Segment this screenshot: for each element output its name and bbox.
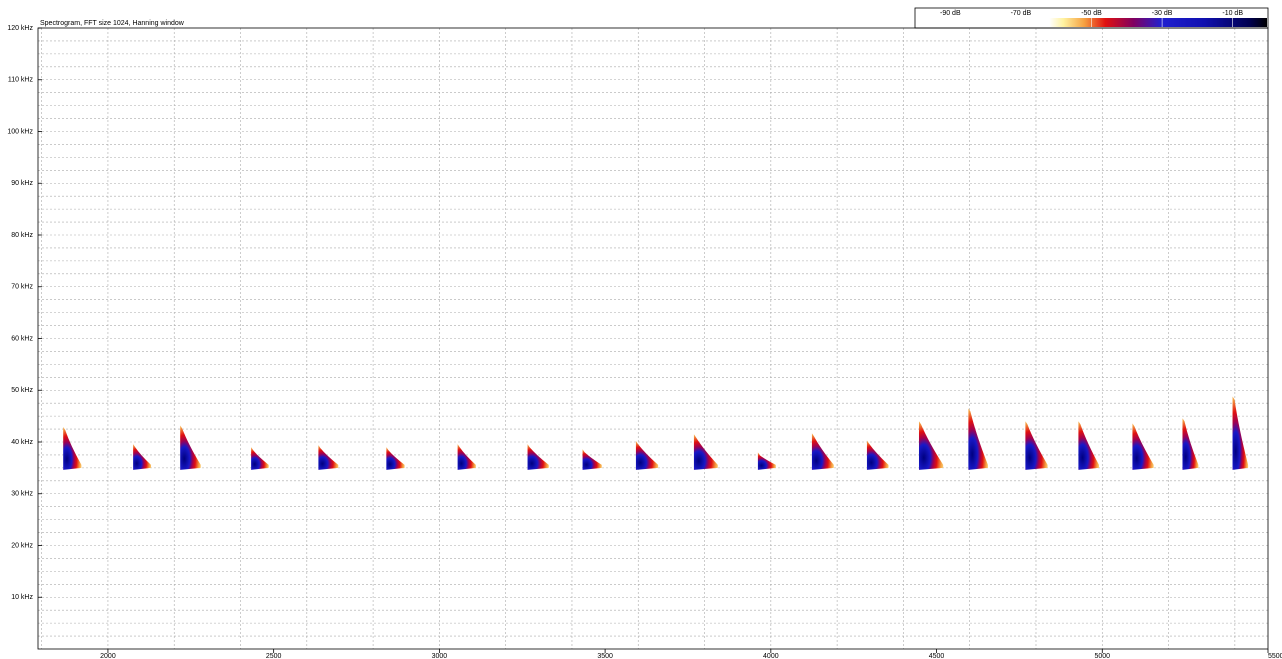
call (583, 449, 602, 470)
chart-title: Spectrogram, FFT size 1024, Hanning wind… (40, 20, 185, 27)
y-tick-label: 50 kHz (11, 387, 33, 394)
y-tick-label: 110 kHz (8, 77, 34, 84)
x-tick-label: 5500 ms (1268, 653, 1282, 659)
call (1078, 421, 1099, 470)
call (636, 441, 658, 470)
y-tick-label: 90 kHz (11, 180, 33, 187)
y-tick-label: 30 kHz (11, 491, 33, 498)
call (180, 425, 201, 469)
x-tick-label: 2000 (100, 653, 116, 659)
call (1132, 423, 1153, 470)
call (63, 427, 81, 470)
y-tick-label: 120 kHz (7, 25, 33, 32)
call (694, 434, 718, 470)
x-tick-label: 2500 (266, 653, 282, 659)
call (528, 444, 549, 470)
y-tick-label: 20 kHz (11, 542, 33, 549)
colorbar-tick-label: -50 dB (1081, 10, 1102, 17)
call (1233, 396, 1249, 469)
x-tick-label: 3500 (597, 653, 613, 659)
x-tick-label: 4000 (763, 653, 779, 659)
y-tick-label: 80 kHz (11, 232, 33, 239)
call (1182, 418, 1198, 470)
call (1025, 421, 1047, 470)
call (812, 433, 834, 470)
colorbar-tick-label: -90 dB (940, 10, 961, 17)
x-tick-label: 3000 (432, 653, 448, 659)
x-tick-label: 4500 (929, 653, 945, 659)
call (919, 421, 943, 470)
call (251, 447, 269, 470)
call (318, 445, 338, 470)
call (133, 444, 151, 470)
chart: Spectrogram, FFT size 1024, Hanning wind… (0, 0, 1282, 659)
colorbar-tick-label: -70 dB (1011, 10, 1032, 17)
call (867, 440, 889, 469)
call (386, 447, 404, 470)
y-tick-label: 10 kHz (11, 594, 33, 601)
y-tick-label: 100 kHz (7, 128, 33, 135)
page: Spectrogram, FFT size 1024, Hanning wind… (0, 0, 1282, 659)
y-tick-label: 60 kHz (11, 335, 33, 342)
y-tick-label: 70 kHz (11, 284, 33, 291)
call (458, 444, 476, 470)
call (968, 408, 988, 470)
x-tick-label: 5000 (1094, 653, 1110, 659)
y-tick-label: 40 kHz (11, 439, 33, 446)
colorbar-tick-label: -30 dB (1152, 10, 1173, 17)
colorbar-tick-label: -10 dB (1222, 10, 1243, 17)
